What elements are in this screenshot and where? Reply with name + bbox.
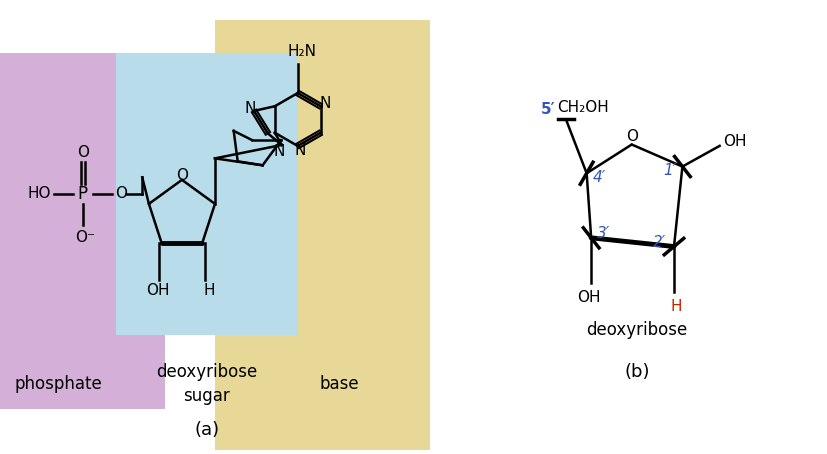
Text: 4′: 4′ <box>592 170 605 185</box>
Text: O: O <box>626 129 638 144</box>
Text: phosphate: phosphate <box>14 375 102 393</box>
Text: OH: OH <box>146 283 170 298</box>
Text: CH₂OH: CH₂OH <box>557 99 609 114</box>
Text: 2′: 2′ <box>653 235 666 250</box>
Text: H₂N: H₂N <box>287 44 317 59</box>
Text: deoxyribose: deoxyribose <box>586 321 687 340</box>
Text: O: O <box>176 168 188 183</box>
Text: OH: OH <box>723 134 746 149</box>
Text: N: N <box>244 101 256 116</box>
Text: 3′: 3′ <box>597 226 610 241</box>
Text: deoxyribose
sugar: deoxyribose sugar <box>156 363 257 405</box>
Text: O: O <box>77 145 88 160</box>
Text: 5′: 5′ <box>541 102 555 117</box>
Bar <box>0 53 165 409</box>
Bar <box>215 20 430 450</box>
Text: N: N <box>274 144 285 159</box>
Text: P: P <box>78 185 88 203</box>
Text: O: O <box>115 187 127 202</box>
Text: base: base <box>319 375 359 393</box>
Text: N: N <box>319 96 331 111</box>
Text: 1′: 1′ <box>663 163 676 178</box>
Text: H: H <box>203 283 215 298</box>
Text: OH: OH <box>577 290 600 305</box>
Bar <box>116 53 298 335</box>
Text: (a): (a) <box>194 420 219 439</box>
Text: N: N <box>294 143 306 158</box>
Text: HO: HO <box>28 187 51 202</box>
Text: H: H <box>671 299 682 314</box>
Text: O⁻: O⁻ <box>75 230 95 245</box>
Text: (b): (b) <box>624 363 649 381</box>
